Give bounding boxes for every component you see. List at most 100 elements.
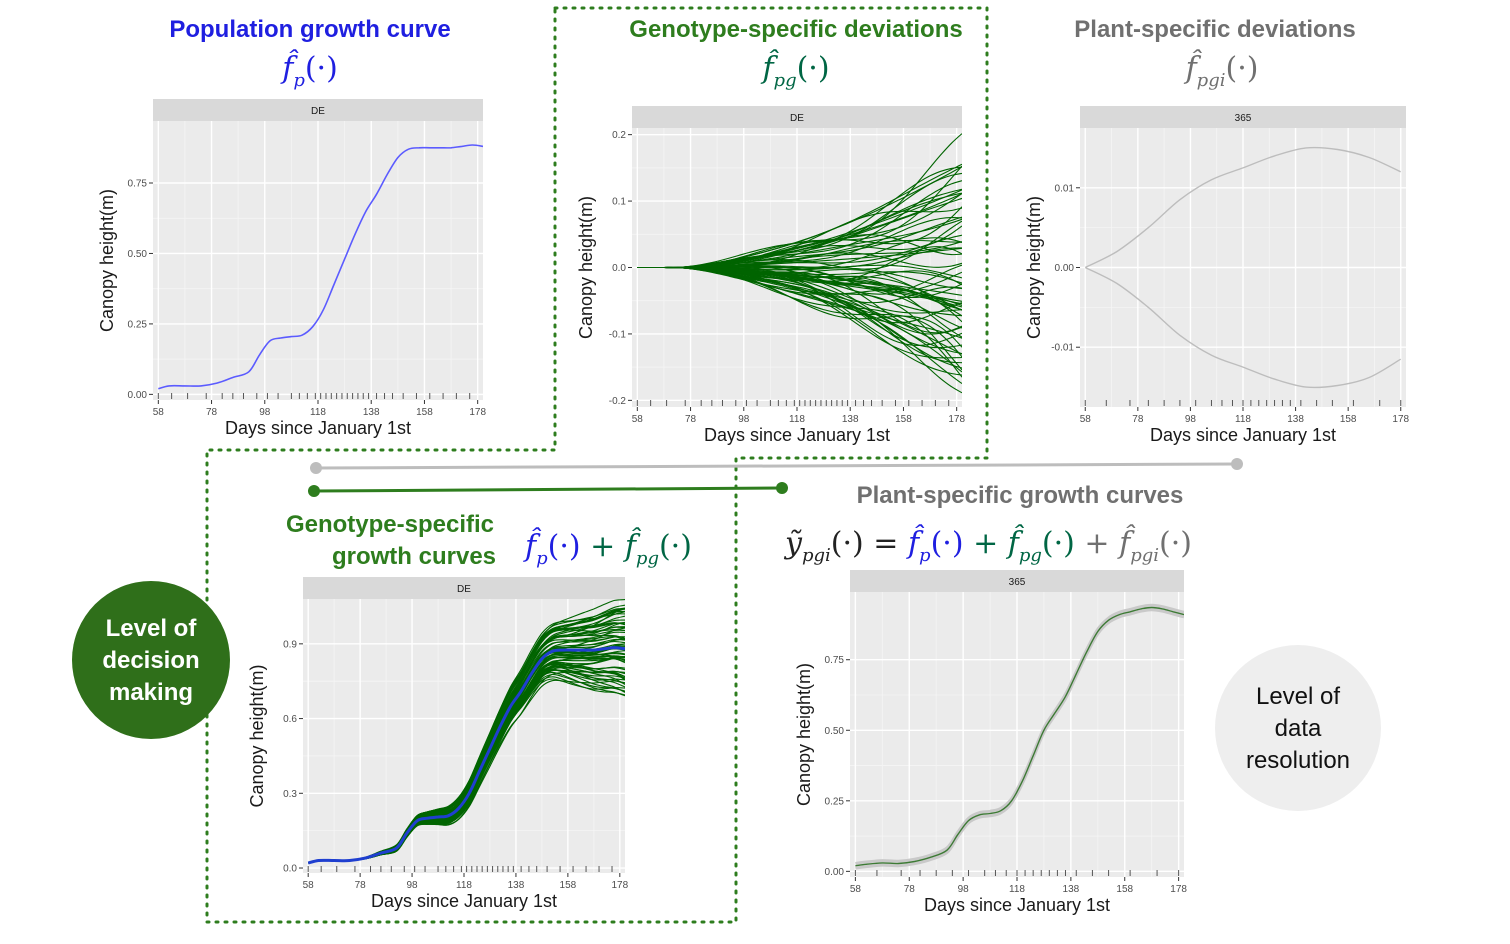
genotype-dev-formula: f̂pg(·) [760, 49, 829, 91]
series-line [855, 606, 1184, 867]
tick-label-x: 158 [1116, 884, 1133, 895]
x-axis-label: Days since January 1st [924, 895, 1110, 915]
connector-plant [310, 458, 1243, 474]
svg-text:resolution: resolution [1246, 747, 1350, 774]
plant-dev-formula: f̂pgi(·) [1184, 49, 1259, 91]
tick-label-y: 0.3 [283, 789, 297, 800]
tick-label-y: 0.1 [612, 197, 626, 208]
tick-label-x: 58 [632, 414, 644, 425]
charts-layer: DE 58 78 98 118 138 158 178 0.00 0.25 0.50 0.75 Days… [97, 99, 1410, 915]
series-line [637, 247, 962, 269]
tick-label-y: 0.25 [128, 319, 148, 330]
facet-strip [303, 577, 625, 599]
chart-genotype_dev: DE 58 78 98 118 138 158 178 -0.2 -0.1 0.0 0.1 0.2 Day… [576, 106, 965, 445]
facet-strip-label: 365 [1009, 577, 1026, 588]
tick-label-y: 0.6 [283, 714, 297, 725]
series-line [637, 266, 962, 355]
series-line [158, 144, 483, 390]
tick-label-x: 118 [1235, 414, 1251, 425]
tick-label-x: 178 [948, 414, 965, 425]
tick-label-y: 0.50 [128, 249, 148, 260]
tick-label-y: 0.9 [283, 639, 297, 650]
tick-label-x: 118 [789, 414, 805, 425]
tick-label-y: 0.00 [1055, 263, 1075, 274]
tick-label-x: 98 [407, 880, 419, 891]
y-axis-label: Canopy height(m) [576, 196, 596, 339]
svg-text:decision: decision [102, 647, 199, 674]
tick-label-y: 0.0 [612, 263, 626, 274]
tick-label-y: 0.01 [1055, 183, 1075, 194]
population-title: Population growth curve [169, 16, 450, 43]
tick-label-x: 138 [1063, 884, 1080, 895]
chart-population: DE 58 78 98 118 138 158 178 0.00 0.25 0.50 0.75 Days… [97, 99, 486, 438]
chart-genotype_curves: DE 58 78 98 118 138 158 178 0.0 0.3 0.6 0.9 Days sin… [247, 577, 629, 911]
facet-strip [632, 106, 962, 128]
svg-text:making: making [109, 679, 193, 706]
tick-label-y: 0.25 [825, 796, 845, 807]
tick-label-x: 58 [153, 407, 165, 418]
tick-label-y: 0.00 [128, 390, 148, 401]
tick-label-x: 178 [1392, 414, 1409, 425]
series-line [637, 193, 962, 269]
tick-label-y: -0.2 [609, 396, 627, 407]
tick-label-x: 138 [1287, 414, 1304, 425]
tick-label-x: 58 [303, 880, 315, 891]
tick-label-x: 78 [206, 407, 218, 418]
facet-strip [153, 99, 483, 121]
genotype-curves-title-line1: Genotype-specific [286, 511, 494, 538]
data-resolution-badge: Level of data resolution [1215, 645, 1381, 811]
y-axis-label: Canopy height(m) [1024, 196, 1044, 339]
y-axis-label: Canopy height(m) [247, 664, 267, 807]
y-axis-label: Canopy height(m) [97, 189, 117, 332]
tick-label-x: 138 [842, 414, 859, 425]
connector-genotype [308, 482, 788, 497]
series-line [637, 133, 962, 269]
tick-label-x: 98 [738, 414, 750, 425]
facet-strip [850, 570, 1184, 592]
confidence-band-upper [855, 603, 1184, 865]
tick-label-x: 78 [904, 884, 916, 895]
population-formula: f̂p(·) [280, 49, 338, 91]
facet-strip-label: DE [457, 584, 471, 595]
series-layer [1084, 146, 1402, 389]
tick-label-x: 118 [1009, 884, 1025, 895]
series-layer [307, 599, 625, 865]
tick-label-x: 178 [611, 880, 628, 891]
plant-curves-title: Plant-specific growth curves [857, 482, 1184, 509]
confidence-band-lower [855, 608, 1184, 870]
svg-text:Level of: Level of [106, 615, 198, 642]
tick-label-y: -0.01 [1051, 343, 1074, 354]
tick-label-x: 58 [1080, 414, 1092, 425]
tick-label-y: 0.00 [825, 867, 845, 878]
tick-label-x: 158 [1340, 414, 1357, 425]
plant-curves-formula: ỹpgi(·) = f̂p(·) + f̂pg(·) + f̂pgi(·) [783, 524, 1192, 566]
facet-strip-label: DE [790, 113, 804, 124]
series-layer [855, 603, 1184, 870]
tick-label-x: 78 [1132, 414, 1144, 425]
tick-label-x: 78 [355, 880, 367, 891]
series-layer [637, 133, 962, 394]
facet-strip [1080, 106, 1406, 128]
chart-plant_curves: 365 58 78 98 118 138 158 178 0.00 0.25 0.50 0.75 Day… [794, 570, 1187, 915]
x-axis-label: Days since January 1st [371, 891, 557, 911]
facet-strip-label: 365 [1235, 113, 1252, 124]
facet-strip-label: DE [311, 106, 325, 117]
genotype-curves-formula: f̂p(·) + f̂pg(·) [523, 527, 692, 569]
tick-label-x: 118 [456, 880, 472, 891]
genotype-dev-title: Genotype-specific deviations [629, 16, 962, 43]
genotype-curves-title-line2: growth curves [332, 543, 496, 570]
tick-label-x: 138 [363, 407, 380, 418]
svg-text:Level of: Level of [1256, 683, 1340, 710]
tick-label-x: 178 [1170, 884, 1187, 895]
tick-label-x: 138 [508, 880, 525, 891]
series-line [1084, 146, 1401, 269]
y-axis-label: Canopy height(m) [794, 663, 814, 806]
svg-text:data: data [1275, 715, 1322, 742]
tick-label-y: 0.75 [825, 655, 845, 666]
tick-label-x: 78 [685, 414, 697, 425]
tick-label-y: 0.2 [612, 130, 626, 141]
mean-series-line [307, 646, 625, 865]
plant-dev-title: Plant-specific deviations [1074, 16, 1355, 43]
series-line [637, 266, 962, 302]
